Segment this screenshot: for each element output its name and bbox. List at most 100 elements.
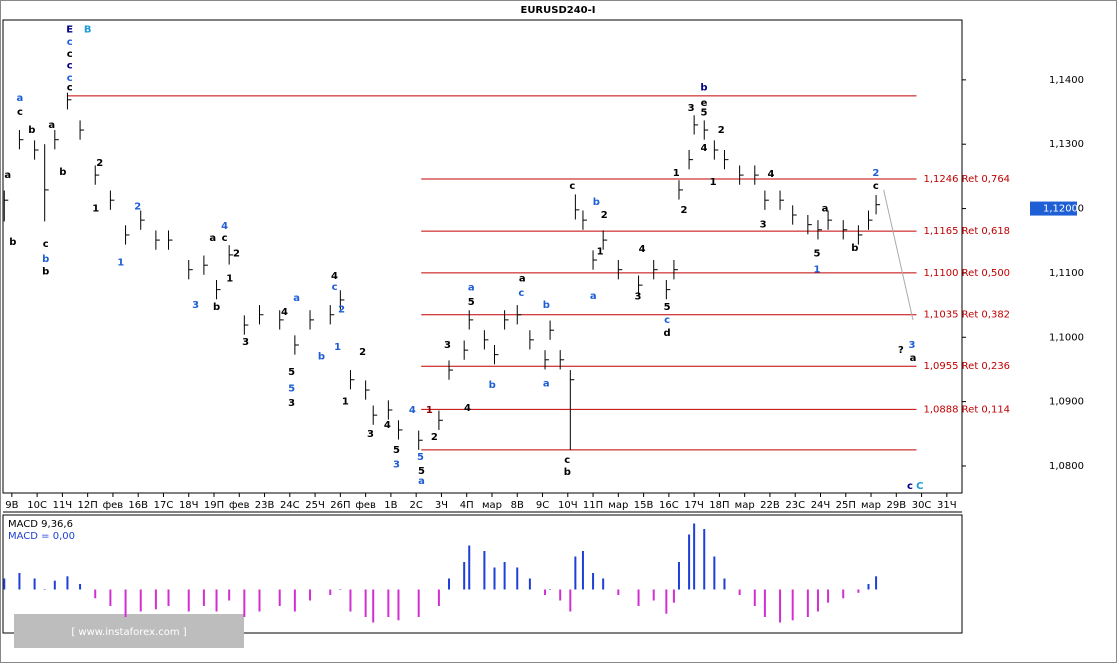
wave-label: 1 [117, 258, 124, 269]
macd-bar [417, 589, 420, 617]
wave-label: 2 [338, 305, 345, 316]
wave-label: a [910, 353, 917, 364]
wave-label: ? [898, 345, 904, 356]
wave-label: 2 [233, 249, 240, 260]
x-tick-label: 9В [5, 500, 18, 511]
wave-label: 3 [288, 398, 295, 409]
wave-label: b [593, 197, 600, 208]
wave-label: 2 [601, 210, 608, 221]
x-tick-label: 16В [128, 500, 148, 511]
macd-bar [763, 589, 766, 617]
wave-label: 3 [367, 429, 374, 440]
macd-bar [278, 589, 281, 606]
macd-bar [437, 589, 440, 606]
wave-label: a [48, 120, 55, 131]
macd-bar [713, 556, 716, 590]
x-tick-label: 25Ч [305, 500, 325, 511]
x-tick-label: фев [103, 500, 124, 511]
macd-bar [43, 589, 46, 590]
macd-bar [258, 589, 261, 612]
macd-bar [827, 589, 830, 603]
macd-bar [293, 589, 296, 612]
x-tick-label: 22В [760, 500, 780, 511]
wave-label: 3 [444, 340, 451, 351]
x-tick-label: 30С [912, 500, 932, 511]
macd-bar [202, 589, 205, 606]
wave-label: 5 [813, 249, 820, 260]
macd-bar [215, 589, 218, 612]
macd-bar [503, 562, 506, 590]
wave-label: c [67, 37, 73, 48]
wave-label: b [851, 243, 858, 254]
wave-label: 5 [393, 445, 400, 456]
x-tick-label: 16С [659, 500, 679, 511]
main-panel [2, 19, 963, 494]
macd-bar [677, 562, 680, 590]
macd-bar [703, 529, 706, 590]
macd-bar [652, 589, 655, 601]
macd-bar [448, 578, 451, 590]
macd-bar [33, 578, 36, 590]
x-tick-label: 10Ч [558, 500, 578, 511]
macd-bar [109, 589, 112, 606]
wave-label: 4 [221, 221, 228, 232]
wave-label: b [9, 237, 16, 248]
wave-label: 4 [767, 169, 774, 180]
wave-label: 4 [384, 420, 391, 431]
wave-label: 2 [431, 432, 438, 443]
wave-label: a [468, 283, 475, 294]
wave-label: 5 [288, 367, 295, 378]
wave-label: c [664, 315, 670, 326]
wave-label: c [907, 481, 913, 492]
macd-bar [53, 580, 56, 590]
x-tick-label: 4П [460, 500, 474, 511]
macd-bar [665, 589, 668, 614]
x-tick-label: 3Ч [435, 500, 448, 511]
x-tick-label: мар [735, 500, 755, 511]
wave-label: 5 [468, 297, 475, 308]
wave-label: C [916, 481, 923, 492]
wave-label: c [569, 181, 575, 192]
wave-label: 2 [359, 347, 366, 358]
last-price-label: 1,1200 [1043, 204, 1078, 215]
macd-bar [309, 589, 312, 601]
wave-label: b [59, 167, 66, 178]
macd-bar [581, 551, 584, 590]
macd-bar [349, 589, 352, 612]
wave-label: c [67, 49, 73, 60]
macd-bar [857, 589, 860, 593]
wave-label: 5 [417, 452, 424, 463]
macd-bar [738, 589, 741, 595]
wave-label: 4 [639, 244, 646, 255]
wave-label: a [293, 293, 300, 304]
x-tick-label: мар [608, 500, 628, 511]
macd-bar [693, 523, 696, 590]
wave-label: c [67, 83, 73, 94]
x-tick-label: фев [355, 500, 376, 511]
wave-label: b [700, 83, 707, 94]
macd-bar [753, 589, 756, 606]
x-tick-label: 11Ч [53, 500, 73, 511]
wave-label: 3 [760, 220, 767, 231]
macd-bar [329, 589, 332, 595]
macd-bar [723, 578, 726, 590]
macd-value: MACD = 0,00 [8, 531, 75, 542]
macd-bar [167, 589, 170, 606]
macd-bar [528, 578, 531, 590]
y-tick-label: 1,1400 [1049, 75, 1084, 86]
wave-label: c [873, 181, 879, 192]
x-tick-label: 29В [887, 500, 907, 511]
wave-label: 4 [464, 403, 471, 414]
y-tick-label: 1,0800 [1049, 461, 1084, 472]
macd-bar [139, 589, 142, 612]
y-tick-label: 1,1100 [1049, 268, 1084, 279]
y-tick-label: 1,1000 [1049, 332, 1084, 343]
macd-bar [544, 589, 547, 595]
x-tick-label: фев [229, 500, 250, 511]
macd-bar [483, 551, 486, 590]
wave-label: a [209, 233, 216, 244]
wave-label: 3 [192, 300, 199, 311]
wave-label: b [489, 380, 496, 391]
macd-bar [672, 589, 675, 603]
fib-label: 1,1100 Ret 0,500 [924, 268, 1011, 279]
